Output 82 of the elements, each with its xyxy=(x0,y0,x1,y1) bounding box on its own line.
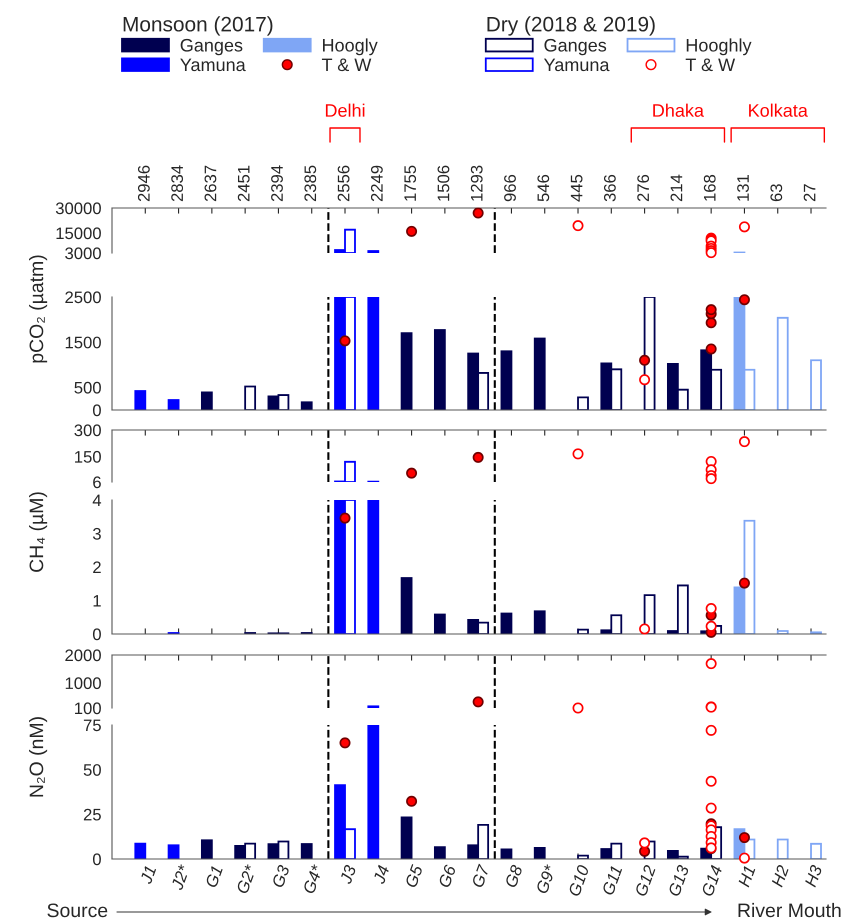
x-tick-label: G5 xyxy=(404,864,424,888)
x-tick-label: G7 xyxy=(471,864,490,888)
text: 2946 xyxy=(138,166,150,202)
text: 2637 xyxy=(204,166,216,202)
legend-label: Yamuna xyxy=(544,58,610,72)
text: 2249 xyxy=(370,166,383,202)
y-tick-label: 0 xyxy=(92,853,101,866)
text: 1293 xyxy=(470,166,483,201)
y-tick-label: 30000 xyxy=(56,202,101,214)
y-tick-label: 25 xyxy=(84,808,101,821)
y-tick-label: 3000 xyxy=(65,247,101,260)
y-tick-label: 100 xyxy=(75,702,101,714)
y-tick-label: 150 xyxy=(75,450,101,463)
y-tick-label: 0 xyxy=(92,628,101,640)
y-tick-label: 500 xyxy=(74,382,101,394)
legend-label: Hoogly xyxy=(323,38,378,56)
legend-label: T & W xyxy=(322,58,372,72)
y-tick-label: 1 xyxy=(94,595,101,607)
x-tick-label: H1 xyxy=(738,865,756,888)
text: Kolkata xyxy=(749,104,808,117)
text: 966 xyxy=(504,174,516,202)
text: 546 xyxy=(537,174,550,202)
x-tick-label: G13 xyxy=(668,864,690,897)
legend-label: Hooghly xyxy=(686,38,752,56)
text: 2385 xyxy=(304,166,316,202)
y-tick-label: 2500 xyxy=(65,291,101,304)
legend-label: Yamuna xyxy=(180,58,246,72)
y-tick-label: 15000 xyxy=(56,227,101,240)
y-axis-title: pCO₂ (µatm) xyxy=(29,255,48,362)
y-tick-label: 1500 xyxy=(66,336,101,348)
x-tick-label: J3 xyxy=(339,864,356,885)
text: Dry (2018 & 2019) xyxy=(487,16,655,36)
x-tick-label: G14 xyxy=(701,864,722,897)
text: 276 xyxy=(637,174,650,202)
text: 2834 xyxy=(171,165,184,202)
y-tick-label: 4 xyxy=(92,494,102,506)
legend-label: T & W xyxy=(686,58,736,72)
text: 2394 xyxy=(271,165,283,202)
x-tick-label: J2* xyxy=(170,864,190,891)
x-tick-label: G12 xyxy=(634,864,656,897)
x-tick-label: G10 xyxy=(568,864,590,897)
x-tick-label: G9* xyxy=(536,864,556,894)
y-axis-title: CH₄ (µM) xyxy=(29,492,48,572)
text: Source xyxy=(47,903,108,918)
x-tick-label: G1 xyxy=(204,865,223,888)
y-tick-label: 6 xyxy=(93,476,101,488)
y-tick-label: 1000 xyxy=(66,677,101,690)
x-tick-label: G8 xyxy=(504,864,523,888)
text: Delhi xyxy=(326,104,364,117)
y-tick-label: 2000 xyxy=(65,649,101,662)
y-tick-label: 2 xyxy=(93,561,101,574)
y-tick-label: 3 xyxy=(92,528,101,540)
text: 445 xyxy=(570,174,582,202)
text: 168 xyxy=(704,174,716,201)
text: River Mouth xyxy=(738,902,841,918)
y-tick-label: 300 xyxy=(74,424,101,436)
x-tick-label: H2 xyxy=(771,864,789,888)
text: Dhaka xyxy=(653,104,704,117)
x-tick-label: G6 xyxy=(438,864,456,888)
text: 1755 xyxy=(404,166,416,201)
y-tick-label: 50 xyxy=(84,764,101,776)
y-axis-title: N₂O (nM) xyxy=(29,717,48,796)
legend-label: Ganges xyxy=(544,38,606,56)
text: 1506 xyxy=(438,166,450,201)
legend-label: Ganges xyxy=(180,38,242,56)
x-tick-label: J1 xyxy=(140,865,156,885)
x-tick-label: H3 xyxy=(804,864,822,888)
text: 366 xyxy=(604,174,616,202)
x-tick-label: J4 xyxy=(372,864,390,885)
y-tick-label: 0 xyxy=(92,404,101,416)
text: 214 xyxy=(670,174,682,202)
x-tick-label: G3 xyxy=(272,864,290,888)
x-tick-label: G11 xyxy=(602,865,622,896)
y-tick-label: 75 xyxy=(84,720,101,732)
text: 2556 xyxy=(338,166,350,202)
text: 27 xyxy=(804,184,816,202)
text: 63 xyxy=(770,184,782,202)
text: 131 xyxy=(737,175,749,201)
x-tick-label: G4* xyxy=(302,864,324,894)
text: Monsoon (2017) xyxy=(124,16,272,36)
text: 2451 xyxy=(238,166,250,202)
x-tick-label: G2* xyxy=(236,864,257,894)
